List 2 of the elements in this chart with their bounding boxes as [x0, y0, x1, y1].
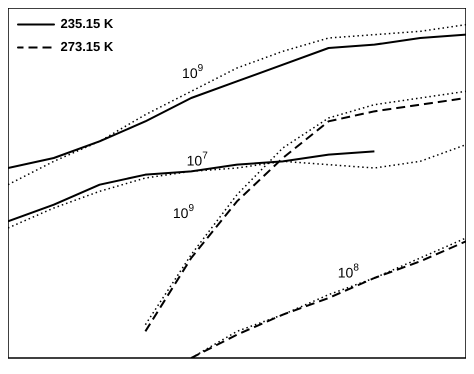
legend-label: 273.15 K: [60, 39, 114, 54]
legend-label: 235.15 K: [60, 16, 114, 32]
